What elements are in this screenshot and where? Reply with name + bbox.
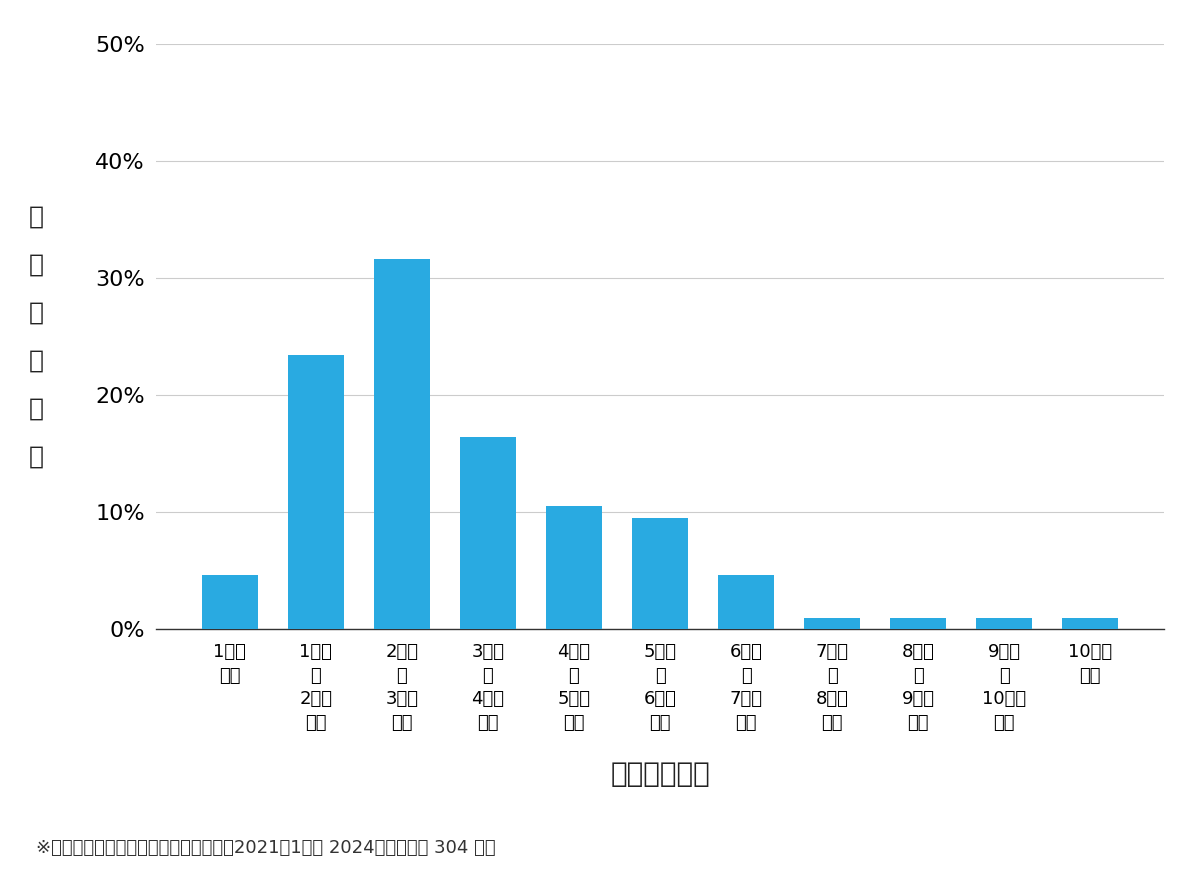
Text: 用: 用 (29, 253, 43, 276)
Text: 費: 費 (29, 205, 43, 228)
Bar (632, 518, 688, 629)
Bar (1062, 618, 1118, 629)
Bar (804, 618, 860, 629)
Text: 合: 合 (29, 445, 43, 468)
Bar (890, 618, 946, 629)
Bar (546, 506, 602, 629)
Bar (977, 618, 1032, 629)
Bar (460, 437, 516, 629)
X-axis label: 費用帯（円）: 費用帯（円） (610, 760, 710, 787)
Bar (374, 260, 430, 629)
Bar (718, 575, 774, 629)
Text: 帯: 帯 (29, 301, 43, 324)
Bar (202, 575, 258, 629)
Text: 割: 割 (29, 397, 43, 420)
Text: ※弊社受付の案件を対象に集計（期間：2021年1月～ 2024年８月、計 304 件）: ※弊社受付の案件を対象に集計（期間：2021年1月～ 2024年８月、計 304… (36, 838, 496, 857)
Bar (288, 355, 343, 629)
Text: の: の (29, 349, 43, 372)
